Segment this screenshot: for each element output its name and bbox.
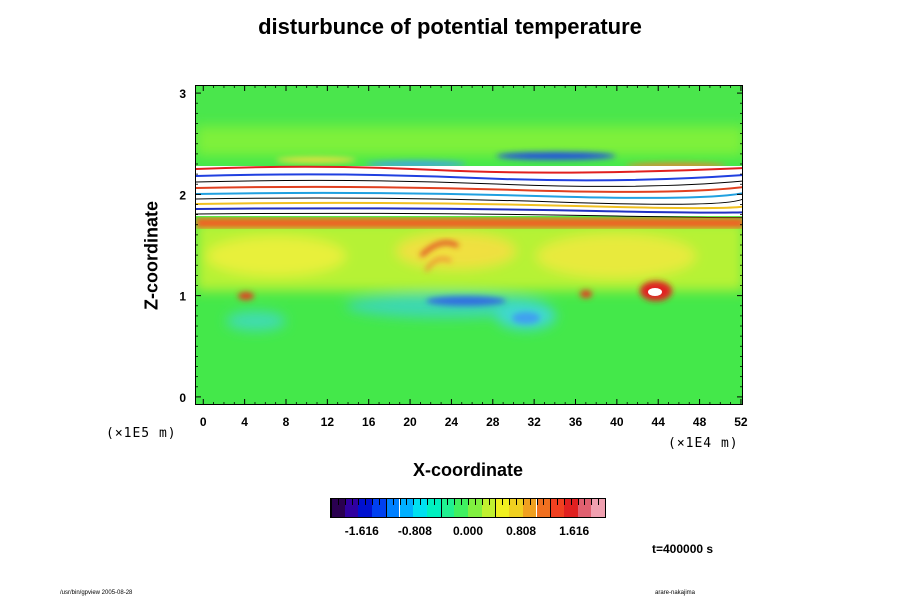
colorbar-tick (557, 499, 559, 505)
colorbar-tick (577, 499, 579, 505)
colorbar-tick-label: 0.000 (452, 524, 484, 538)
colorbar-tick (495, 499, 497, 517)
colorbar-tick (392, 499, 394, 505)
x-tick-label: 12 (321, 415, 335, 429)
colorbar (330, 498, 606, 518)
colorbar-tick (584, 499, 586, 505)
colorbar-tick (337, 499, 339, 505)
colorbar-swatch (358, 499, 373, 517)
colorbar-tick (474, 499, 476, 505)
x-tick-label: 48 (693, 415, 707, 429)
x-scale-note: (×1E4 m) (668, 436, 739, 451)
plot-area (195, 85, 743, 405)
colorbar-tick (406, 499, 408, 505)
x-axis-title: X-coordinate (412, 460, 523, 480)
z-scale-note: (×1E5 m) (106, 426, 177, 441)
colorbar-swatch (426, 499, 441, 517)
colorbar-swatch (468, 499, 482, 517)
colorbar-tick (461, 499, 463, 505)
colorbar-tick (454, 499, 456, 505)
colorbar-tick (522, 499, 524, 505)
footer-left: /usr/bin/gpview 2005-08-28 (60, 590, 133, 596)
colorbar-tick (529, 499, 531, 505)
colorbar-tick (358, 499, 360, 505)
x-tick-label: 28 (486, 415, 500, 429)
x-tick-label: 0 (200, 415, 207, 429)
colorbar-swatch (591, 499, 605, 517)
z-tick-label: 3 (179, 87, 186, 101)
colorbar-tick (420, 499, 422, 505)
colorbar-swatch (577, 499, 592, 517)
colorbar-swatch (344, 499, 359, 517)
colorbar-tick (378, 499, 380, 505)
colorbar-tick (536, 499, 538, 505)
colorbar-swatch (495, 499, 510, 517)
colorbar-tick (515, 499, 517, 505)
colorbar-tick (550, 499, 552, 517)
colorbar-tick (385, 499, 387, 517)
colorbar-tick (570, 499, 572, 505)
chart-title: disturbunce of potential temperature (258, 14, 642, 39)
colorbar-tick (426, 499, 428, 505)
colorbar-swatch (399, 499, 414, 517)
colorbar-tick-label: 1.616 (559, 524, 590, 538)
colorbar-tick-label: -0.808 (397, 524, 432, 538)
x-tick-label: 40 (610, 415, 624, 429)
colorbar-tick (598, 499, 600, 505)
colorbar-tick (447, 499, 449, 505)
z-tick-label: 2 (179, 188, 186, 202)
x-tick-label: 52 (734, 415, 748, 429)
colorbar-tick (433, 499, 435, 505)
colorbar-tick (502, 499, 504, 505)
colorbar-tick-label: 0.808 (506, 524, 537, 538)
colorbar-tick (591, 499, 593, 505)
colorbar-tick (605, 499, 606, 517)
colorbar-swatch (413, 499, 427, 517)
colorbar-swatch (440, 499, 455, 517)
colorbar-tick (468, 499, 469, 505)
colorbar-tick (481, 499, 483, 505)
colorbar-swatch (385, 499, 400, 517)
colorbar-tick-label: -1.616 (344, 524, 379, 538)
colorbar-tick (399, 499, 401, 505)
heatmap-field (196, 86, 742, 404)
footer-right: arare-nakajima (655, 590, 696, 596)
colorbar-swatch (509, 499, 523, 517)
colorbar-swatch (454, 499, 468, 517)
colorbar-swatch (563, 499, 578, 517)
x-tick-label: 8 (283, 415, 290, 429)
x-tick-label: 16 (362, 415, 376, 429)
colorbar-tick (563, 499, 565, 505)
x-tick-label: 32 (527, 415, 541, 429)
z-axis-title: Z-coordinate (141, 201, 162, 311)
colorbar-tick (365, 499, 367, 505)
colorbar-swatch (372, 499, 386, 517)
x-tick-label: 4 (241, 415, 248, 429)
colorbar-tick (344, 499, 346, 505)
colorbar-tick (351, 499, 353, 505)
colorbar-tick (543, 499, 545, 505)
colorbar-swatch (536, 499, 551, 517)
x-tick-label: 36 (569, 415, 583, 429)
colorbar-swatch (481, 499, 496, 517)
time-label: t=400000 s (652, 542, 714, 556)
colorbar-tick (372, 499, 374, 505)
colorbar-tick (509, 499, 511, 505)
colorbar-swatch (522, 499, 537, 517)
x-tick-label: 20 (403, 415, 417, 429)
z-tick-label: 1 (179, 290, 186, 304)
colorbar-tick (331, 499, 332, 517)
colorbar-tick (488, 499, 490, 505)
colorbar-tick (413, 499, 415, 505)
colorbar-swatch (550, 499, 564, 517)
z-tick-label: 0 (179, 391, 186, 405)
colorbar-swatch (331, 499, 345, 517)
colorbar-tick (440, 499, 442, 517)
x-tick-label: 44 (652, 415, 666, 429)
x-tick-label: 24 (445, 415, 459, 429)
